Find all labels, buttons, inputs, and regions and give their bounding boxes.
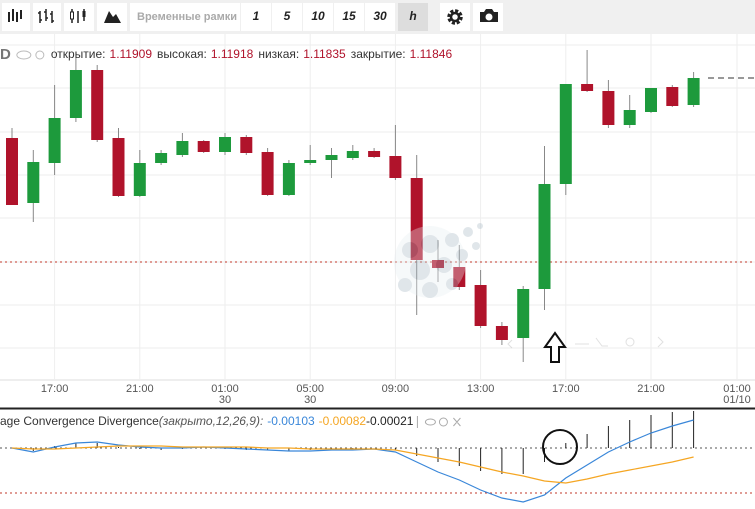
ohlc-value: 1.11909 — [110, 47, 153, 61]
candle-body — [410, 178, 423, 260]
timeframe-button[interactable] — [272, 3, 302, 31]
ohlc-value: 1.11846 — [410, 47, 453, 61]
candle-body — [495, 326, 508, 340]
macd-value: -0.00082 — [319, 414, 367, 428]
timeframes-box — [130, 3, 240, 31]
candle-body — [48, 118, 61, 163]
candle-body — [282, 163, 295, 195]
watermark — [394, 223, 483, 298]
timeframe-label: 5 — [284, 9, 291, 23]
candle-body — [261, 152, 274, 195]
ohlc-value: 1.11835 — [303, 47, 346, 61]
timeframe-label: h — [409, 9, 416, 23]
macd-line — [11, 419, 694, 503]
settings-button[interactable] — [440, 3, 470, 31]
candle-body — [453, 267, 466, 287]
candle-body — [538, 184, 551, 289]
timeframes-label: Временные рамки — [137, 11, 237, 23]
candle-body — [389, 156, 402, 178]
candle-body — [69, 70, 82, 118]
timeframe-buttons: 1 5 10 15 30 h — [241, 3, 428, 31]
x-tick-date: 30 — [304, 394, 316, 406]
candle-body — [666, 87, 679, 106]
screenshot-button[interactable] — [473, 3, 503, 31]
candle-body — [176, 141, 189, 155]
candle-body — [304, 160, 317, 163]
candle-body — [155, 153, 168, 163]
ohlc-value: 1.11918 — [211, 47, 254, 61]
candle-body — [325, 155, 338, 160]
candle-body — [432, 260, 444, 268]
macd-params: (закрыто,12,26,9): — [159, 414, 264, 428]
x-tick-label: 01:00 — [723, 383, 751, 395]
timeframe-button[interactable] — [365, 3, 395, 31]
candle-body — [559, 84, 572, 184]
x-tick-label: 13:00 — [467, 383, 495, 395]
candle-body — [474, 285, 487, 326]
candle-body — [517, 289, 530, 338]
x-tick-label: 01:00 — [211, 383, 239, 395]
x-tick-label: 21:00 — [126, 383, 154, 395]
timeframe-label: 1 — [253, 9, 260, 23]
tool-bars[interactable] — [33, 3, 61, 31]
macd-panel — [0, 411, 755, 503]
ohlc-label: низкая: — [258, 47, 299, 61]
candle-body — [27, 162, 40, 203]
timeframe-button[interactable] — [303, 3, 333, 31]
ohlc-label: закрытие: — [351, 47, 406, 61]
circle-annotation — [542, 429, 578, 465]
timeframe-button[interactable] — [398, 3, 428, 31]
x-tick-label: 17:00 — [41, 383, 69, 395]
x-tick-label: 17:00 — [552, 383, 580, 395]
macd-icons — [416, 416, 461, 428]
timeframe-button[interactable] — [334, 3, 364, 31]
candle-body — [112, 138, 125, 196]
candle-body — [346, 151, 359, 158]
x-tick-date: 30 — [219, 394, 231, 406]
candle-body — [133, 163, 146, 196]
tool-candles[interactable] — [2, 3, 30, 31]
timeframe-label: 15 — [342, 9, 356, 23]
candle-body — [581, 84, 594, 91]
x-tick-label: 05:00 — [296, 383, 324, 395]
candle-body — [623, 110, 636, 125]
candle-body — [645, 88, 657, 112]
macd-title: age Convergence Divergence — [0, 414, 159, 428]
x-tick-date: 01/10 — [723, 394, 751, 406]
candle-body — [219, 137, 231, 152]
candle-body — [91, 70, 104, 140]
candle-body — [687, 78, 700, 105]
price-panel — [0, 34, 755, 380]
macd-line — [11, 445, 694, 484]
tool-hollow[interactable] — [64, 3, 94, 31]
timeframe-button[interactable] — [241, 3, 271, 31]
candle-body — [6, 138, 18, 205]
tool-area[interactable] — [97, 3, 127, 31]
candle-body — [197, 141, 210, 152]
ohlc-label: высокая: — [157, 47, 207, 61]
timeframe-label: 30 — [373, 9, 387, 23]
candle-body — [240, 137, 253, 153]
symbol: D — [0, 46, 11, 63]
macd-value: -0.00021 — [366, 414, 414, 428]
timeframe-label: 10 — [311, 9, 325, 23]
header-icons — [16, 50, 45, 60]
arrow-annotation — [543, 331, 567, 363]
candle-body — [368, 151, 381, 157]
x-tick-label: 21:00 — [637, 383, 665, 395]
ohlc-label: открытие: — [51, 47, 106, 61]
macd-value: -0.00103 — [267, 414, 315, 428]
candle-body — [602, 91, 615, 125]
x-tick-label: 09:00 — [382, 383, 410, 395]
drawing-tools[interactable] — [507, 336, 664, 349]
